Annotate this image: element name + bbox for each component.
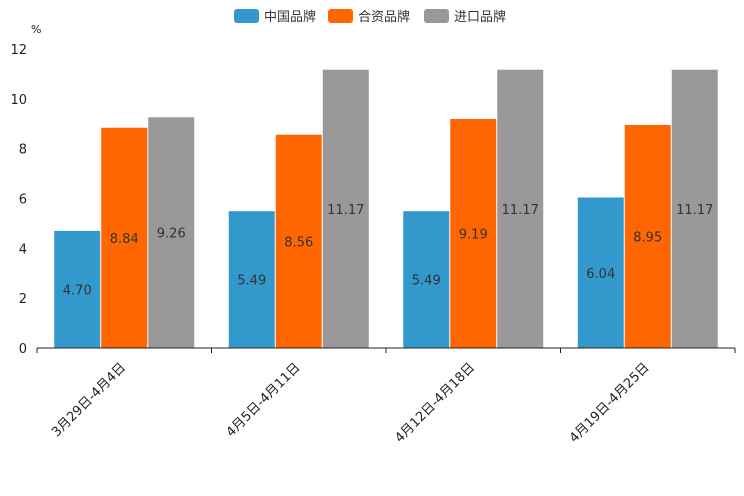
- data-label: 8.56: [284, 235, 313, 250]
- y-tick-label: 10: [10, 93, 27, 108]
- category-label: 3月29日-4月4日: [49, 360, 129, 440]
- legend-swatch: [234, 9, 259, 23]
- bars: 4.70 5.49 5.49 6.04 8.84 8.56 9.19 8.95 9.26 11.1…: [54, 69, 718, 348]
- bar: [450, 119, 497, 348]
- category-label: 4月19日-4月25日: [567, 360, 653, 446]
- data-label: 9.26: [157, 227, 186, 242]
- category-label: 4月5日-4月11日: [224, 360, 304, 440]
- legend: 中国品牌 合资品牌 进口品牌: [234, 9, 506, 25]
- legend-label: 进口品牌: [454, 9, 506, 25]
- legend-label: 中国品牌: [264, 9, 316, 25]
- bar: [671, 69, 718, 348]
- y-tick-label: 6: [19, 193, 27, 208]
- y-tick-label: 12: [10, 43, 27, 58]
- data-label: 11.17: [676, 203, 713, 218]
- y-tick-label: 8: [19, 143, 27, 158]
- data-label: 8.84: [110, 232, 139, 247]
- data-label: 6.04: [586, 267, 615, 282]
- bar: [101, 127, 148, 348]
- data-label: 8.95: [633, 230, 662, 245]
- bar: [497, 69, 544, 348]
- data-label: 5.49: [412, 274, 441, 289]
- y-tick-label: 0: [19, 342, 27, 357]
- bar: [275, 134, 322, 348]
- bar: [322, 69, 369, 348]
- x-axis: 3月29日-4月4日 4月5日-4月11日 4月12日-4月18日 4月19日-4月2…: [36, 347, 736, 446]
- bar: [54, 230, 101, 348]
- bar: [228, 211, 275, 348]
- data-label: 4.70: [63, 283, 92, 298]
- y-tick-label: 2: [19, 292, 27, 307]
- legend-swatch: [424, 9, 449, 23]
- data-label: 5.49: [237, 274, 266, 289]
- data-label: 11.17: [327, 203, 364, 218]
- data-label: 11.17: [502, 203, 539, 218]
- y-tick-label: 4: [19, 242, 27, 257]
- bar: [577, 197, 624, 348]
- y-axis: 0 2 4 6 8 10 12: [10, 43, 27, 357]
- legend-swatch: [328, 9, 353, 23]
- y-axis-unit-label: %: [31, 23, 41, 36]
- bar: [403, 211, 450, 348]
- category-label: 4月12日-4月18日: [392, 360, 478, 446]
- bar: [148, 117, 195, 348]
- data-label: 9.19: [459, 228, 488, 243]
- legend-label: 合资品牌: [358, 9, 410, 25]
- bar: [624, 124, 671, 348]
